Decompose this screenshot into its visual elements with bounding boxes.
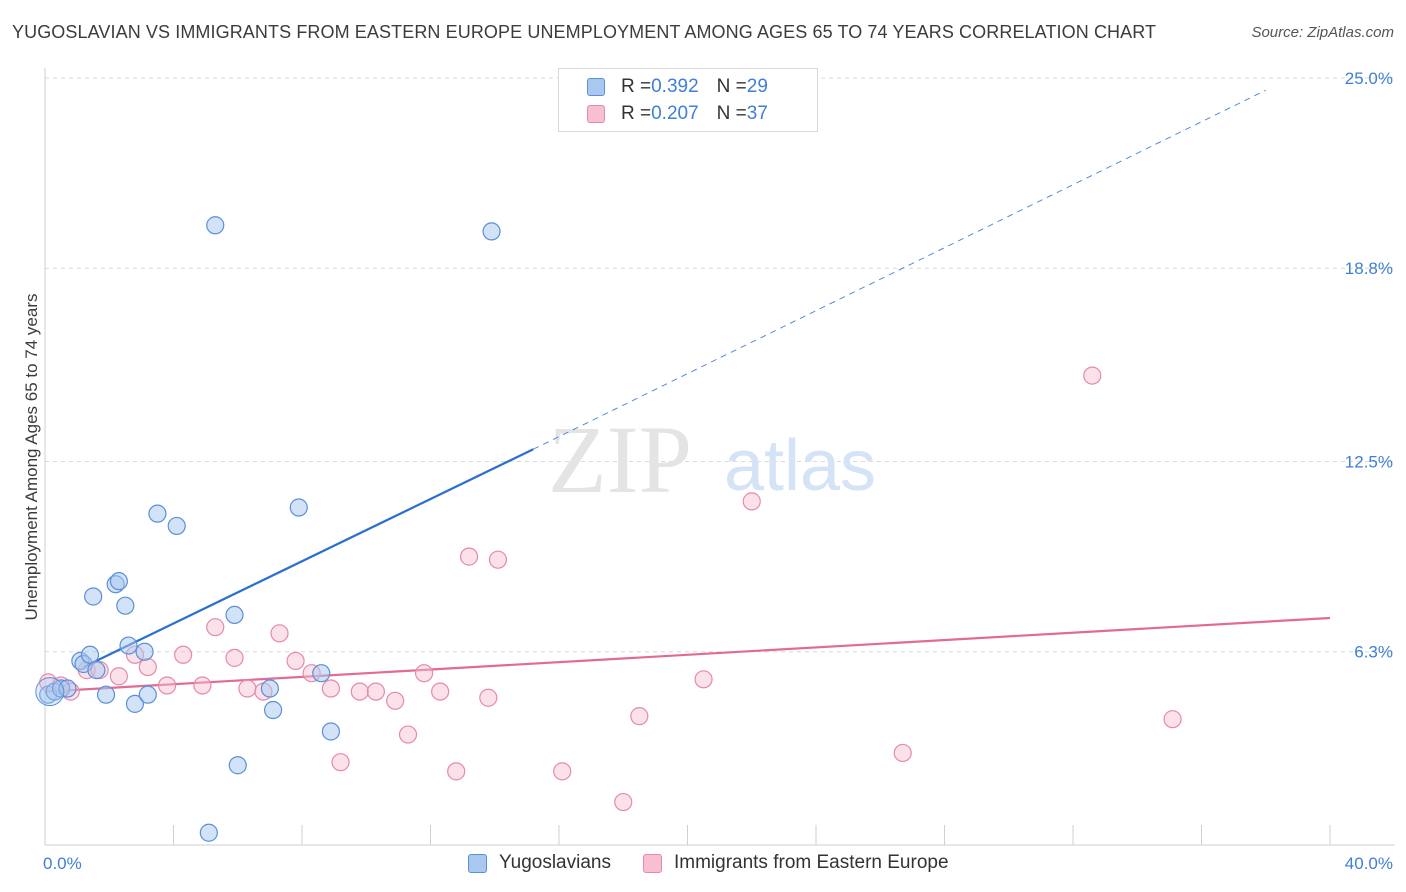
series-yugoslavians-points [35, 216, 501, 842]
y-tick-label: 6.3% [1354, 643, 1393, 662]
legend-r-label: R = [621, 76, 652, 97]
watermark: ZIP atlas [548, 406, 876, 513]
data-point-yugoslavians [199, 823, 218, 842]
legend-swatch-pink [642, 853, 662, 873]
data-point-immigrants [431, 682, 450, 701]
data-point-cluster [35, 677, 65, 707]
data-point-yugoslavians [84, 587, 103, 606]
x-tick-label: 0.0% [43, 854, 82, 873]
data-point-immigrants [321, 679, 341, 698]
data-point-yugoslavians [80, 645, 100, 664]
data-point-immigrants [331, 753, 350, 772]
data-point-yugoslavians [482, 222, 501, 241]
data-point-immigrants [350, 682, 369, 701]
data-point-immigrants [553, 762, 572, 781]
data-point-yugoslavians [321, 722, 341, 741]
y-axis-title: Unemployment Among Ages 65 to 74 years [22, 294, 41, 621]
data-point-immigrants [488, 550, 508, 569]
trend-lines [44, 89, 1331, 693]
tick-labels: 6.3% 12.5% 18.8% 25.0% 0.0% 40.0% [43, 69, 1393, 873]
data-point-immigrants [398, 725, 418, 744]
data-point-immigrants [138, 657, 157, 677]
data-point-yugoslavians [138, 685, 157, 704]
legend-label-immigrants: Immigrants from Eastern Europe [673, 852, 949, 873]
trend-extension-yugoslavians [533, 89, 1266, 450]
data-point-yugoslavians [96, 685, 116, 704]
legend-row-yugoslavians: R = 0.392 N = 29 [587, 75, 768, 99]
series-immigrants-points [39, 366, 1182, 812]
legend-r-value: 0.392 [651, 76, 699, 97]
x-tick-label: 40.0% [1345, 854, 1393, 873]
legend-r-label: R = [621, 103, 652, 124]
legend-r-value: 0.207 [651, 103, 699, 124]
y-tick-label: 12.5% [1345, 453, 1393, 472]
legend-n-value: 29 [746, 76, 768, 97]
data-point-yugoslavians [206, 216, 225, 235]
y-tick-label: 18.8% [1345, 259, 1393, 278]
data-point-yugoslavians [58, 679, 77, 698]
data-point-immigrants [447, 762, 466, 781]
data-point-immigrants [225, 648, 244, 667]
axes [44, 68, 1395, 846]
data-point-yugoslavians [260, 679, 279, 698]
data-point-yugoslavians [225, 605, 244, 625]
data-point-immigrants [286, 651, 305, 671]
data-point-immigrants [1083, 366, 1102, 385]
data-point-yugoslavians [109, 572, 128, 591]
data-point-yugoslavians [116, 596, 135, 615]
data-point-yugoslavians [289, 498, 308, 517]
trend-line-immigrants [44, 616, 1331, 693]
data-point-immigrants [386, 691, 405, 710]
data-point-yugoslavians [125, 694, 145, 713]
legend-swatch-pink [587, 105, 605, 123]
data-point-immigrants [174, 645, 193, 664]
data-point-immigrants [893, 743, 912, 763]
legend-n-value: 37 [746, 103, 768, 124]
legend-swatch-blue [468, 853, 487, 873]
data-point-immigrants [694, 670, 713, 689]
data-point-yugoslavians [148, 504, 167, 523]
data-point-yugoslavians [263, 700, 283, 720]
data-point-immigrants [614, 792, 633, 812]
data-point-immigrants [206, 618, 225, 637]
source-label: Source: ZipAtlas.com [1251, 24, 1394, 41]
y-tick-label: 25.0% [1345, 69, 1393, 88]
data-point-immigrants [742, 492, 761, 511]
data-point-immigrants [630, 707, 649, 726]
data-point-immigrants [459, 547, 479, 566]
chart-title: YUGOSLAVIAN VS IMMIGRANTS FROM EASTERN E… [12, 22, 1157, 42]
legend-swatch-blue [587, 78, 605, 96]
data-point-yugoslavians [312, 664, 331, 683]
legend-item-immigrants: Immigrants from Eastern Europe [642, 852, 949, 874]
legend-n-label: N = [716, 76, 747, 97]
data-point-yugoslavians [135, 642, 154, 661]
data-point-immigrants [109, 667, 128, 686]
watermark-zip: ZIP [548, 406, 692, 513]
data-point-immigrants [1163, 710, 1182, 729]
series-legend: Yugoslavians Immigrants from Eastern Eur… [468, 852, 981, 874]
grid-lines [45, 77, 1395, 653]
data-point-yugoslavians [167, 516, 186, 536]
legend-item-yugoslavians: Yugoslavians [468, 852, 611, 874]
data-point-immigrants [270, 624, 289, 643]
trend-line-yugoslavians [83, 448, 534, 669]
data-point-yugoslavians [228, 756, 247, 775]
data-point-immigrants [193, 676, 212, 695]
legend-row-immigrants: R = 0.207 N = 37 [587, 102, 768, 126]
data-point-immigrants [414, 664, 434, 683]
data-point-immigrants [479, 688, 498, 707]
data-point-yugoslavians [87, 661, 106, 680]
data-point-yugoslavians [119, 636, 138, 655]
legend-label-yugoslavians: Yugoslavians [499, 852, 611, 873]
legend-n-label: N = [716, 103, 747, 124]
correlation-legend: R = 0.392 N = 29 R = 0.207 N = 37 [558, 68, 818, 132]
data-point-immigrants [238, 679, 257, 698]
data-point-immigrants [366, 682, 385, 701]
data-point-immigrants [157, 676, 177, 695]
